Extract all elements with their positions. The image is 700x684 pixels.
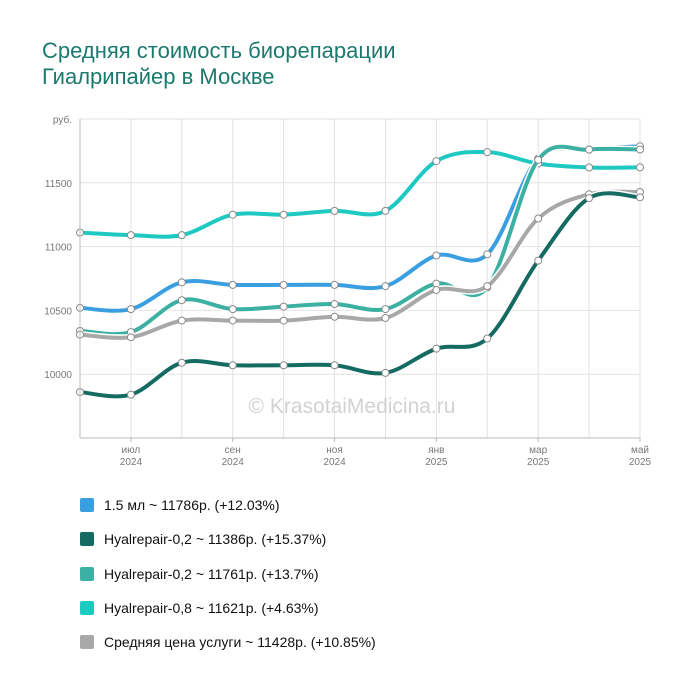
data-point <box>228 305 237 314</box>
x-tick-month: май <box>631 445 649 456</box>
legend-label: Hyalrepair-0,8 ~ 11621р. (+4.63%) <box>104 600 319 617</box>
data-point <box>126 231 135 240</box>
legend-item: Hyalrepair-0,2 ~ 11761р. (+13.7%) <box>80 557 376 591</box>
data-point <box>126 305 135 314</box>
data-point <box>432 344 441 353</box>
data-point <box>534 256 543 265</box>
legend-label: Средняя цена услуги ~ 11428р. (+10.85%) <box>104 634 376 651</box>
chart-title: Средняя стоимость биорепарации Гиалрипай… <box>42 38 642 90</box>
data-point <box>432 285 441 294</box>
legend-item: 1.5 мл ~ 11786р. (+12.03%) <box>80 488 376 522</box>
y-tick-label: 11500 <box>45 179 73 190</box>
data-point <box>636 163 644 172</box>
data-point <box>432 251 441 260</box>
series-line <box>78 150 642 239</box>
data-point <box>483 334 492 343</box>
data-point <box>381 282 390 291</box>
x-tick-year: 2024 <box>120 457 143 468</box>
legend-item: Hyalrepair-0,2 ~ 11386р. (+15.37%) <box>80 522 376 556</box>
data-point <box>279 210 288 219</box>
data-point <box>126 333 135 342</box>
data-point <box>228 361 237 370</box>
data-point <box>126 390 135 399</box>
legend-swatch <box>80 498 94 513</box>
chart-title-line-2: Гиалрипайер в Москве <box>42 64 275 89</box>
grid <box>79 118 641 438</box>
x-tick-month: мар <box>529 445 547 456</box>
axis-layer: 10000105001100011500руб.июл2024сен2024но… <box>44 114 651 468</box>
x-tick-year: 2025 <box>629 457 652 468</box>
legend: 1.5 мл ~ 11786р. (+12.03%) Hyalrepair-0,2… <box>80 488 376 659</box>
data-point <box>279 316 288 325</box>
data-point <box>381 368 390 377</box>
data-point <box>279 361 288 370</box>
legend-label: Hyalrepair-0,2 ~ 11761р. (+13.7%) <box>104 565 319 582</box>
data-point <box>483 148 492 157</box>
x-tick-year: 2025 <box>425 457 448 468</box>
data-point <box>177 296 186 305</box>
legend-swatch <box>80 566 94 581</box>
data-point <box>483 250 492 259</box>
x-tick-month: ноя <box>326 445 343 456</box>
data-point <box>177 278 186 287</box>
data-point <box>279 280 288 289</box>
data-point <box>432 157 441 166</box>
data-point <box>534 155 543 164</box>
y-tick-label: 11000 <box>45 243 73 254</box>
data-point <box>279 302 288 311</box>
data-point <box>177 231 186 240</box>
data-point <box>483 282 492 291</box>
data-point <box>585 194 594 203</box>
data-point <box>381 314 390 323</box>
data-point <box>177 316 186 325</box>
watermark: © KrasotaiMedicina.ru <box>249 395 456 418</box>
y-tick-label: 10500 <box>44 306 72 317</box>
y-tick-label: 10000 <box>44 370 72 381</box>
data-point <box>330 312 339 321</box>
chart-title-line-1: Средняя стоимость биорепарации <box>42 38 396 63</box>
data-point <box>636 193 644 202</box>
data-point <box>381 206 390 215</box>
x-tick-month: июл <box>122 445 141 456</box>
series-line <box>78 144 642 313</box>
legend-label: Hyalrepair-0,2 ~ 11386р. (+15.37%) <box>104 531 327 548</box>
data-point <box>585 163 594 172</box>
data-point <box>534 214 543 223</box>
x-tick-year: 2025 <box>527 457 550 468</box>
y-unit-label: руб. <box>53 114 72 126</box>
series-2 <box>76 143 644 338</box>
x-tick-month: сен <box>225 445 241 456</box>
data-point <box>228 280 237 289</box>
x-tick-year: 2024 <box>323 457 346 468</box>
data-point <box>330 280 339 289</box>
data-point <box>177 358 186 367</box>
data-point <box>330 300 339 309</box>
series-4 <box>76 189 644 400</box>
data-point <box>228 316 237 325</box>
x-tick-year: 2024 <box>222 457 245 468</box>
data-point <box>228 210 237 219</box>
legend-swatch <box>80 601 94 616</box>
data-point <box>330 361 339 370</box>
series-layer <box>76 142 644 400</box>
data-point <box>381 305 390 314</box>
data-point <box>585 145 594 154</box>
legend-swatch <box>80 635 94 650</box>
legend-item: Средняя цена услуги ~ 11428р. (+10.85%) <box>80 625 376 659</box>
legend-item: Hyalrepair-0,8 ~ 11621р. (+4.63%) <box>80 591 376 625</box>
data-point <box>330 206 339 215</box>
series-1 <box>76 148 644 241</box>
legend-swatch <box>80 532 94 547</box>
legend-label: 1.5 мл ~ 11786р. (+12.03%) <box>104 497 280 514</box>
data-point <box>636 145 644 154</box>
x-tick-month: янв <box>428 445 444 456</box>
